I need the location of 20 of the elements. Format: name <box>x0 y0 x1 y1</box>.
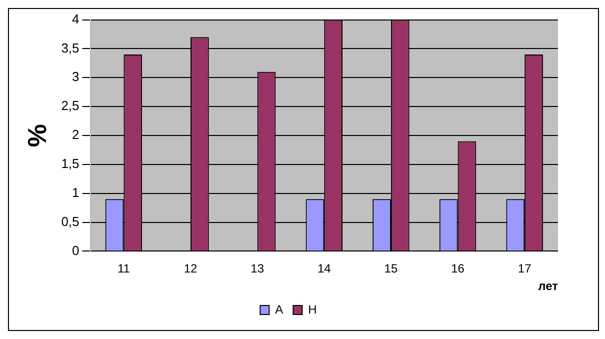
x-tick-label: 12 <box>184 262 198 276</box>
x-tick-label: 17 <box>518 262 532 276</box>
x-tick-label: 13 <box>250 262 264 276</box>
legend-label: Н <box>308 302 317 316</box>
y-tick-label: 2 <box>72 127 80 142</box>
y-tick-label: 0 <box>72 242 80 258</box>
y-tick-label: 3,5 <box>61 40 80 56</box>
y-axis-title: % <box>22 124 52 148</box>
y-tick-label: 3 <box>72 69 80 84</box>
x-axis-title: лет <box>538 279 558 294</box>
y-tick-label: 4 <box>72 11 80 26</box>
legend-label: А <box>275 302 284 316</box>
y-tick-label: 1 <box>72 184 80 200</box>
x-tick-label: 15 <box>384 262 398 276</box>
x-tick-label: 14 <box>317 262 332 276</box>
y-tick-label: 1,5 <box>61 156 80 172</box>
y-tick-label: 0,5 <box>61 214 80 229</box>
y-tick-label: 2,5 <box>61 98 80 114</box>
x-tick-label: 16 <box>451 262 465 276</box>
x-tick-label: 11 <box>117 262 130 276</box>
